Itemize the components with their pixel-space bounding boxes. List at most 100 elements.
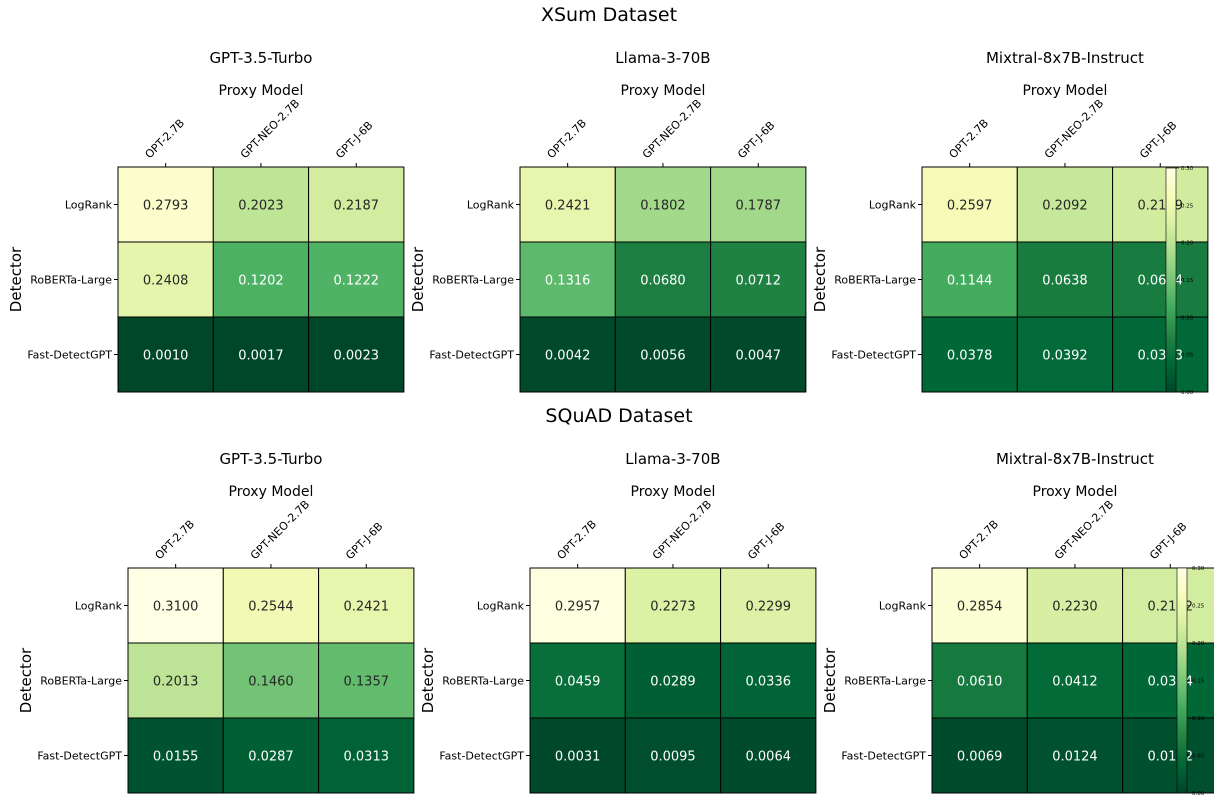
cell-value-label: 0.0712: [736, 274, 782, 289]
y-tick-label: LogRank: [879, 600, 927, 613]
colorbar-tick-label: 0.05: [1192, 754, 1205, 760]
colorbar-tick-label: 0.30: [1181, 166, 1194, 172]
colorbar-tick-label: 0.30: [1192, 566, 1205, 572]
heatmap-cell: [222, 567, 320, 644]
cell-value-label: 0.2408: [143, 274, 189, 289]
x-axis-label: Proxy Model: [229, 484, 314, 500]
x-axis-label: Proxy Model: [219, 83, 304, 99]
x-tick-label: OPT-2.7B: [545, 117, 590, 162]
y-tick-label: RoBERTa-Large: [834, 274, 916, 287]
cell-value-label: 0.1787: [736, 199, 782, 214]
y-tick-label: Fast-DetectGPT: [27, 349, 112, 362]
cell-value-label: 0.0336: [746, 675, 792, 690]
cell-value-label: 0.0412: [1052, 675, 1098, 690]
cell-value-label: 0.2013: [153, 675, 199, 690]
cell-value-label: 0.2793: [143, 199, 189, 214]
x-tick-label: OPT-2.7B: [555, 518, 600, 563]
cell-value-label: 0.1802: [640, 199, 686, 214]
x-tick-label: GPT-NEO-2.7B: [238, 97, 302, 161]
cell-value-label: 0.0289: [650, 675, 696, 690]
heatmap-cell: [308, 241, 405, 318]
heatmap-cell: [529, 717, 626, 794]
heatmap-cell: [614, 241, 712, 318]
colorbar: [1165, 167, 1177, 393]
heatmap-cell: [710, 241, 807, 318]
colorbar-tick-label: 0.15: [1181, 278, 1194, 284]
heatmap-cell: [1112, 316, 1209, 393]
y-axis-label: Detector: [821, 647, 839, 713]
y-tick-label: LogRank: [869, 199, 917, 212]
cell-value-label: 0.0069: [957, 750, 1003, 765]
heatmap-panel: GPT-3.5-Turbo Proxy Model Detector 0.3100 0.…: [17, 450, 415, 794]
heatmap-cell: [1016, 166, 1114, 243]
cell-value-label: 0.0056: [640, 349, 686, 364]
colorbar-tick-label: 0.25: [1181, 203, 1194, 209]
cell-value-label: 0.0010: [143, 349, 189, 364]
cell-value-label: 0.0042: [545, 349, 591, 364]
x-tick-label: GPT-J-6B: [333, 119, 375, 161]
x-tick-label: OPT-2.7B: [947, 117, 992, 162]
x-tick-label: GPT-J-6B: [1147, 520, 1189, 562]
cell-value-label: 0.0287: [248, 750, 294, 765]
heatmap-cell: [308, 316, 405, 393]
heatmap-cell: [614, 316, 712, 393]
x-tick-label: GPT-J-6B: [735, 119, 777, 161]
y-tick-label: RoBERTa-Large: [30, 274, 112, 287]
heatmap-cell: [710, 316, 807, 393]
heatmap-panel: Llama-3-70B Proxy Model Detector 0.2421 0.18…: [409, 49, 807, 393]
cell-value-label: 0.0610: [957, 675, 1003, 690]
heatmap-cell: [931, 642, 1028, 719]
cell-value-label: 0.0031: [555, 750, 601, 765]
cell-value-label: 0.3100: [153, 600, 199, 615]
y-tick-label: RoBERTa-Large: [844, 675, 926, 688]
y-tick-label: LogRank: [75, 600, 123, 613]
heatmap-panel: Mixtral-8x7B-Instruct Proxy Model Detector…: [811, 49, 1209, 396]
heatmap-cell: [117, 166, 214, 243]
cell-value-label: 0.0064: [746, 750, 792, 765]
cell-value-label: 0.2421: [545, 199, 591, 214]
x-tick-label: GPT-NEO-2.7B: [248, 498, 312, 562]
x-tick-label: GPT-J-6B: [343, 520, 385, 562]
cell-value-label: 0.0095: [650, 750, 696, 765]
heatmap-cell: [1016, 316, 1114, 393]
cell-value-label: 0.0638: [1042, 274, 1088, 289]
heatmap-cell: [127, 567, 224, 644]
panel-title: GPT-3.5-Turbo: [209, 49, 312, 67]
panel-title: Llama-3-70B: [615, 49, 710, 67]
x-tick-label: GPT-J-6B: [745, 520, 787, 562]
panel-title: Llama-3-70B: [625, 450, 720, 468]
y-tick-label: RoBERTa-Large: [432, 274, 514, 287]
x-axis-label: Proxy Model: [1023, 83, 1108, 99]
cell-value-label: 0.2187: [334, 199, 380, 214]
cell-value-label: 0.2957: [555, 600, 601, 615]
heatmap-panel: Mixtral-8x7B-Instruct Proxy Model Detector…: [821, 450, 1214, 797]
cell-value-label: 0.2299: [746, 600, 792, 615]
heatmap-cell: [318, 717, 415, 794]
heatmap-cell: [624, 567, 722, 644]
heatmap-cell: [529, 642, 626, 719]
panel-title: GPT-3.5-Turbo: [219, 450, 322, 468]
colorbar-tick-label: 0.10: [1181, 315, 1194, 321]
x-tick-label: GPT-NEO-2.7B: [640, 97, 704, 161]
colorbar-tick-label: 0.15: [1192, 679, 1205, 685]
heatmap-cell: [222, 717, 320, 794]
cell-value-label: 0.0459: [555, 675, 601, 690]
cell-value-label: 0.0023: [334, 349, 380, 364]
cell-value-label: 0.2544: [248, 600, 294, 615]
heatmap-cell: [921, 241, 1018, 318]
colorbar-tick-label: 0.00: [1181, 390, 1194, 396]
colorbar: [1176, 567, 1188, 794]
y-tick-label: LogRank: [65, 199, 113, 212]
cell-value-label: 0.2854: [957, 600, 1003, 615]
x-tick-label: GPT-NEO-2.7B: [1052, 498, 1116, 562]
heatmap-cell: [931, 717, 1028, 794]
colorbar-tick-label: 0.25: [1192, 604, 1205, 610]
x-tick-label: GPT-NEO-2.7B: [650, 498, 714, 562]
heatmap-cell: [519, 166, 616, 243]
heatmap-panel: Llama-3-70B Proxy Model Detector 0.2957 0.22…: [419, 450, 817, 794]
y-tick-label: LogRank: [477, 600, 525, 613]
cell-value-label: 0.2597: [947, 199, 993, 214]
cell-value-label: 0.1357: [344, 675, 390, 690]
colorbar-tick-label: 0.20: [1192, 641, 1205, 647]
heatmap-cell: [212, 316, 310, 393]
